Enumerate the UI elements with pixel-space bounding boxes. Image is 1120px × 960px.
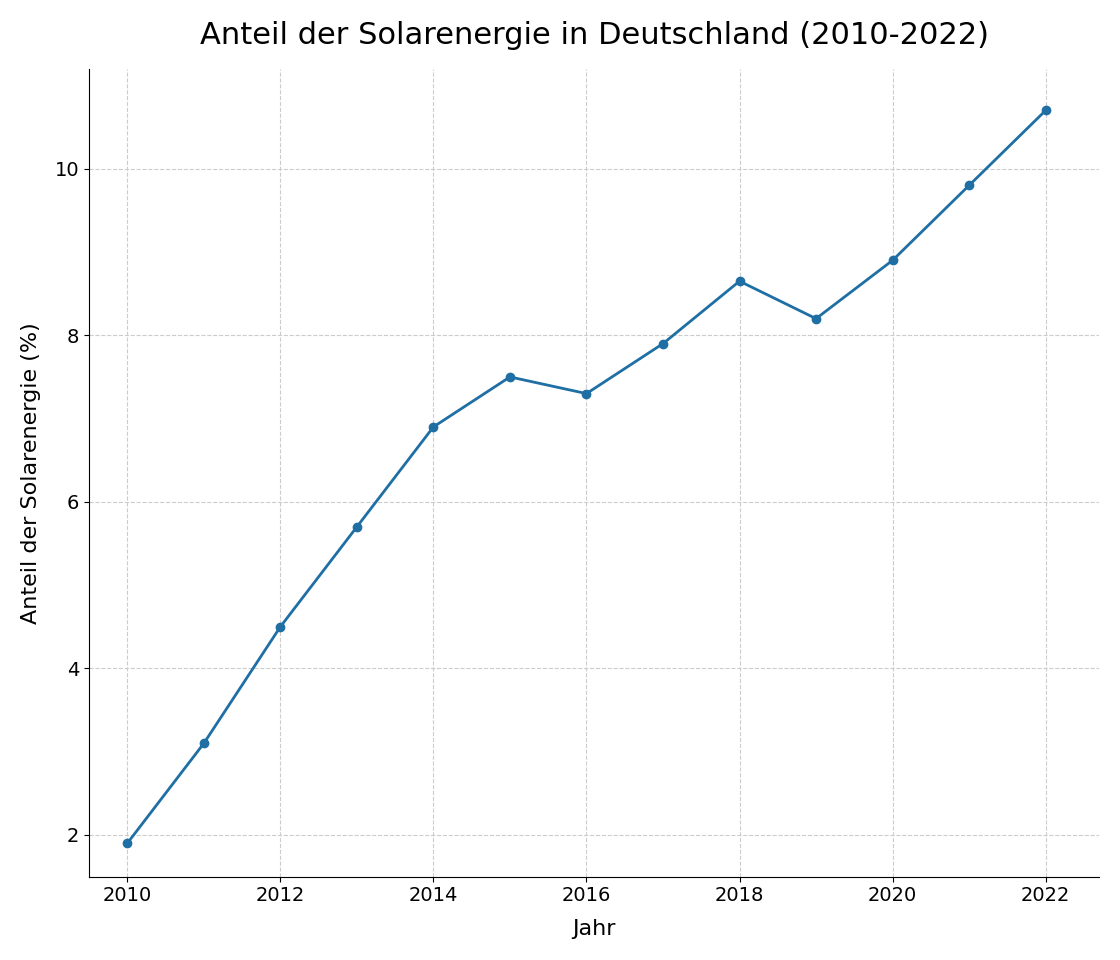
X-axis label: Jahr: Jahr	[572, 919, 616, 939]
Y-axis label: Anteil der Solarenergie (%): Anteil der Solarenergie (%)	[21, 322, 40, 624]
Title: Anteil der Solarenergie in Deutschland (2010-2022): Anteil der Solarenergie in Deutschland (…	[199, 21, 989, 50]
